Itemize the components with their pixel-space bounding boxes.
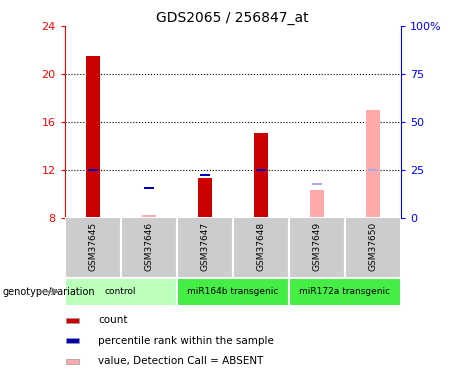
Bar [310,190,324,217]
Bar [86,56,100,217]
Bar [256,169,266,171]
Text: miR164b transgenic: miR164b transgenic [187,287,278,296]
Bar [289,217,345,278]
Bar [198,178,212,218]
Bar [144,186,154,189]
Bar [289,278,401,306]
Bar [65,217,121,278]
Text: GSM37647: GSM37647 [200,222,209,271]
Bar [142,214,156,217]
Text: miR172a transgenic: miR172a transgenic [299,287,390,296]
Bar [88,169,98,171]
Bar [345,217,401,278]
Bar [66,318,79,322]
Text: control: control [105,287,136,296]
Text: GSM37648: GSM37648 [256,222,266,271]
Bar [233,217,289,278]
Text: percentile rank within the sample: percentile rank within the sample [98,336,274,346]
Text: GSM37650: GSM37650 [368,222,378,271]
Bar [66,338,79,343]
Bar [177,217,233,278]
Bar [366,110,380,218]
Bar [65,278,177,306]
Bar [66,359,79,364]
Bar [200,174,210,176]
Text: genotype/variation: genotype/variation [2,286,95,297]
Text: value, Detection Call = ABSENT: value, Detection Call = ABSENT [98,356,263,366]
Bar [254,133,268,218]
Bar [312,183,322,185]
Text: GSM37646: GSM37646 [144,222,153,271]
Text: GSM37649: GSM37649 [313,222,321,271]
Title: GDS2065 / 256847_at: GDS2065 / 256847_at [156,11,309,25]
Text: GSM37645: GSM37645 [88,222,97,271]
Text: count: count [98,315,127,325]
Bar [368,169,378,171]
Bar [177,278,289,306]
Bar [121,217,177,278]
